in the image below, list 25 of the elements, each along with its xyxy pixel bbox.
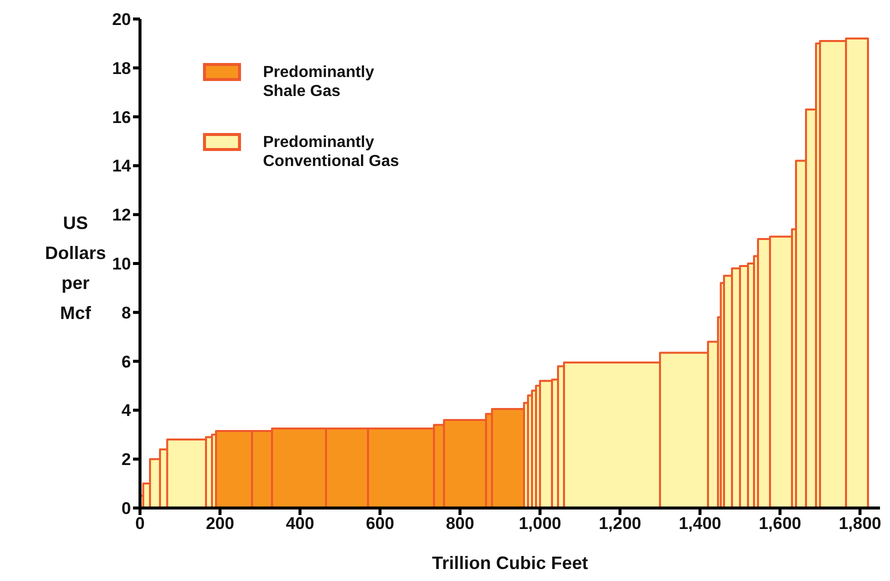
y-tick-label: 12	[112, 206, 131, 225]
x-tick-label: 1,000	[518, 514, 562, 534]
legend-label: Predominantly Conventional Gas	[263, 133, 400, 171]
y-tick-label: 6	[122, 352, 131, 372]
y-tick-label: 2	[122, 450, 131, 470]
y-tick-label: 14	[112, 156, 132, 176]
y-tick-label: 16	[112, 108, 131, 127]
y-tick-label: 0	[122, 499, 131, 518]
y-tick-label: 20	[112, 10, 131, 30]
x-tick-label: 1,800	[838, 514, 882, 534]
x-tick-label: 0	[135, 514, 145, 534]
x-axis-title: Trillion Cubic Feet	[430, 553, 589, 574]
x-tick-label: 800	[446, 514, 474, 534]
y-tick-label: 18	[112, 58, 131, 78]
x-tick-label: 400	[286, 514, 314, 534]
y-axis-title: US Dollars per Mcf	[44, 212, 108, 325]
legend-label: Predominantly Shale Gas	[263, 63, 374, 101]
x-tick-label: 200	[206, 514, 234, 534]
x-tick-label: 1,400	[678, 514, 722, 534]
x-tick-label: 1,200	[598, 514, 642, 534]
y-tick-label: 10	[112, 254, 131, 274]
y-tick-label: 4	[122, 401, 132, 420]
x-tick-label: 1,600	[758, 514, 802, 534]
x-tick-label: 600	[366, 514, 394, 534]
y-tick-label: 8	[122, 303, 131, 322]
